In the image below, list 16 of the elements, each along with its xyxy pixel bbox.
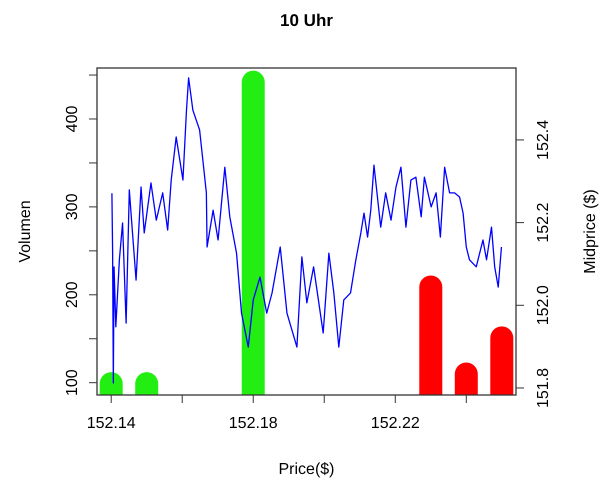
chart-title: 10 Uhr xyxy=(280,11,334,30)
y2-tick-label: 152.2 xyxy=(535,202,552,243)
y-tick-label: 400 xyxy=(64,106,81,132)
x-tick-label: 152.18 xyxy=(228,415,278,432)
line-series xyxy=(111,77,502,384)
y-tick-label: 200 xyxy=(64,281,81,308)
x-axis-title: Price($) xyxy=(278,461,335,478)
y-tick-label: 100 xyxy=(64,369,81,396)
y2-tick-label: 152.4 xyxy=(535,120,552,160)
x-tick-label: 152.22 xyxy=(370,415,420,432)
y2-tick-label: 152.0 xyxy=(535,285,552,326)
y2-tick-label: 151.8 xyxy=(535,368,552,408)
x-tick-label: 152.14 xyxy=(86,415,136,432)
y-axis-title: Volumen xyxy=(17,200,34,263)
y2-axis-title: Midprice ($) xyxy=(582,189,599,274)
y-tick-label: 300 xyxy=(64,193,81,220)
